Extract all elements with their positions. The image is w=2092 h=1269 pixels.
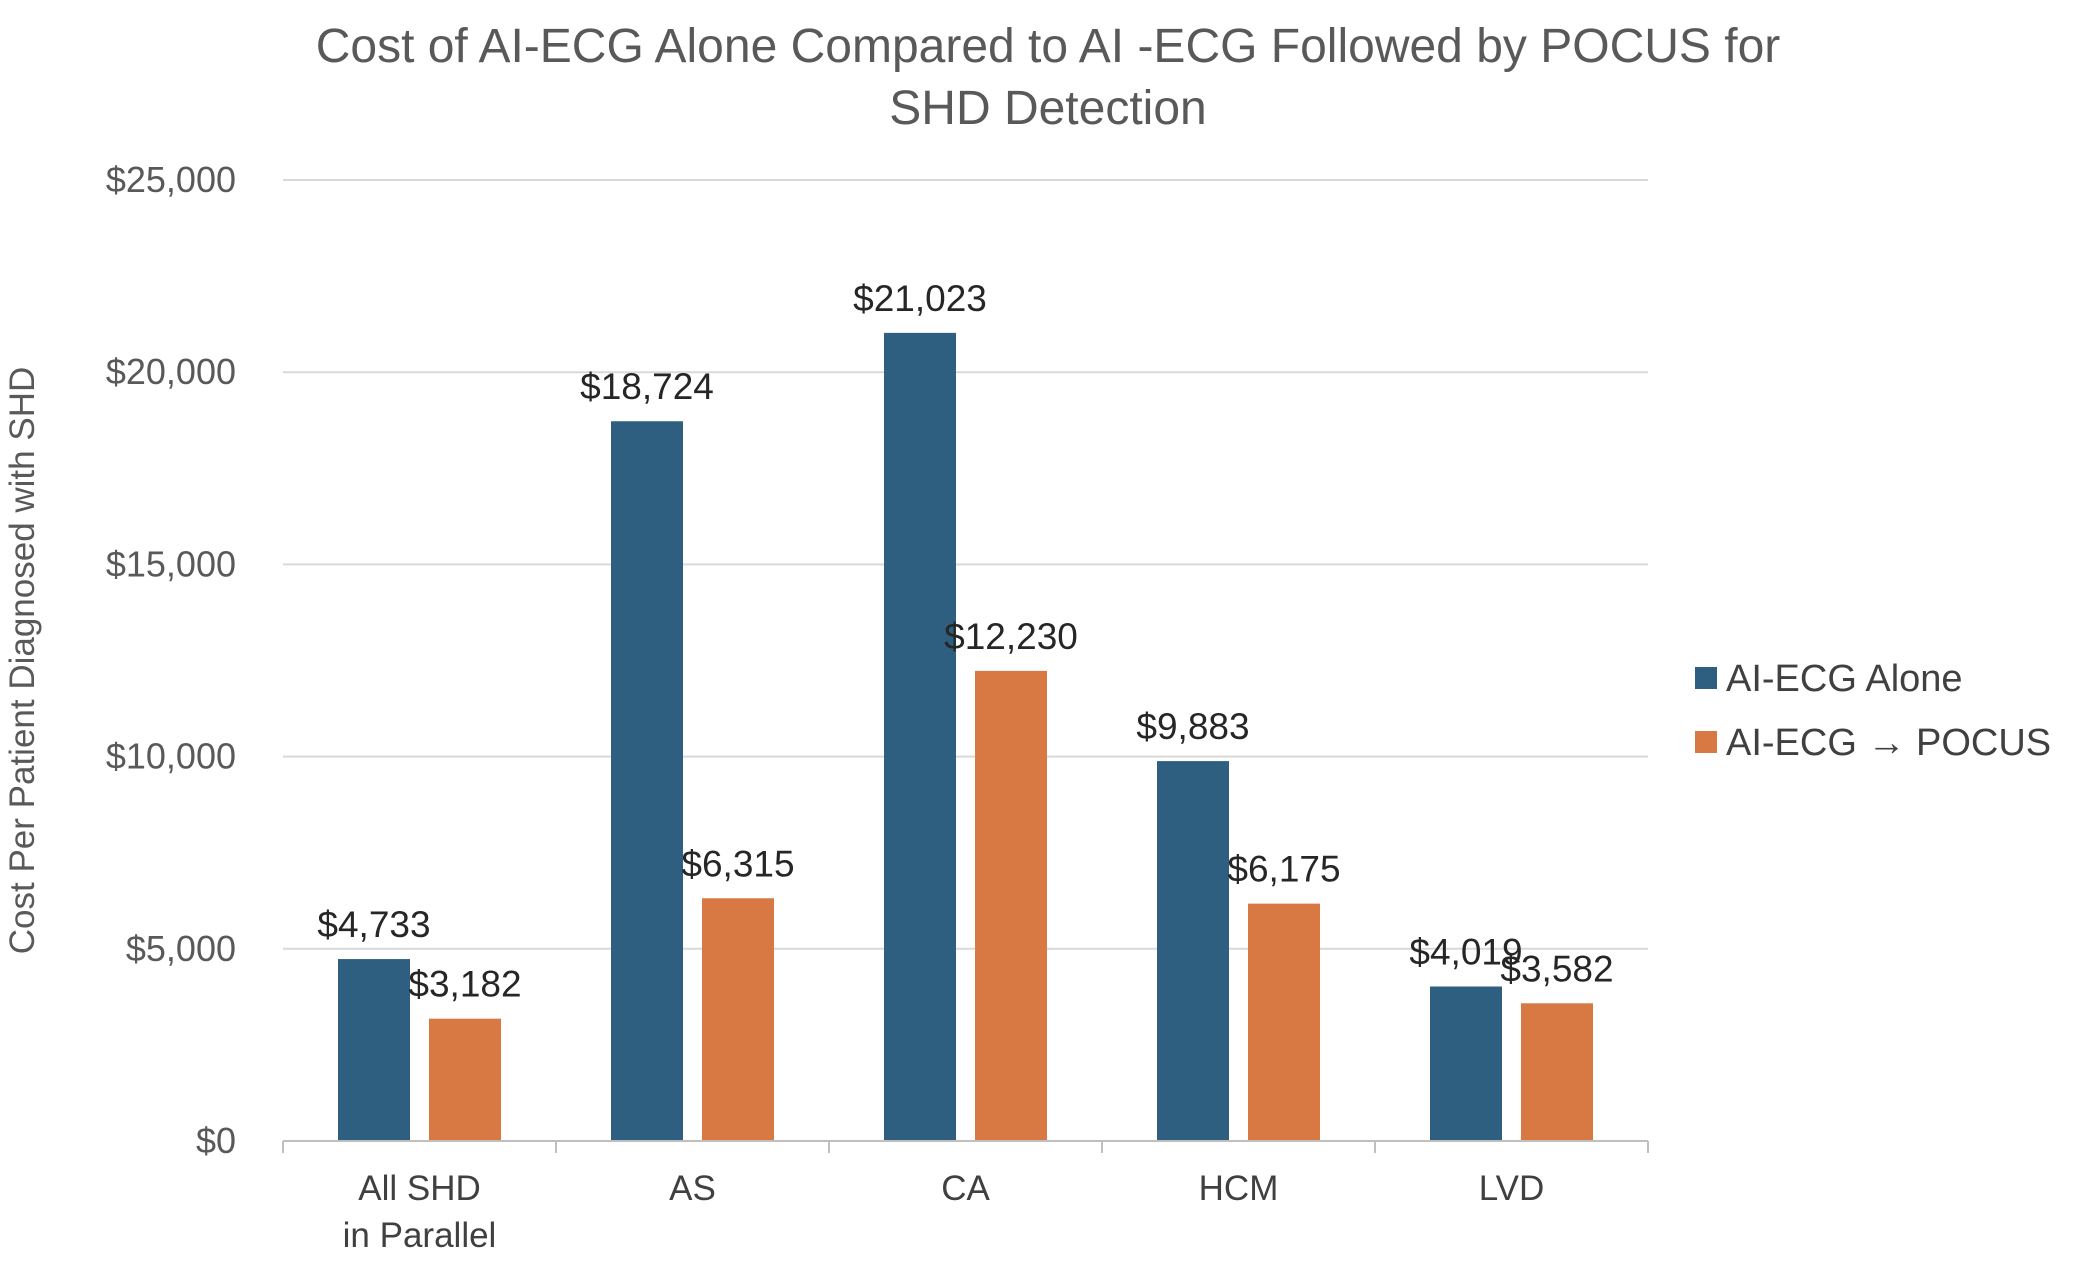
bar-series-2-cat-4 [1248, 903, 1320, 1141]
legend-swatch-2 [1695, 731, 1717, 753]
y-axis-title: Cost Per Patient Diagnosed with SHD [3, 367, 42, 955]
x-category-label: in Parallel [343, 1216, 497, 1255]
legend-label-1: AI-ECG Alone [1726, 658, 1963, 700]
data-label: $4,733 [317, 904, 430, 945]
data-label: $6,315 [681, 843, 794, 884]
bar-series-2-cat-1 [429, 1018, 501, 1141]
x-axis-categories: All SHD in Parallel AS CA HCM LVD [343, 1169, 1545, 1255]
x-category-label: All SHD [358, 1169, 481, 1208]
bar-series-1-cat-1 [338, 959, 410, 1141]
y-tick-label: $0 [196, 1120, 236, 1161]
data-label: $4,019 [1409, 932, 1522, 973]
chart-title: Cost of AI-ECG Alone Compared to AI -ECG… [316, 20, 1781, 135]
bar-series-1-cat-4 [1157, 761, 1229, 1141]
data-label: $6,175 [1227, 849, 1340, 890]
bar-series-1-cat-5 [1430, 986, 1502, 1141]
x-category-label: LVD [1479, 1169, 1545, 1208]
bar-series-2-cat-2 [702, 898, 774, 1141]
bar-series-1-cat-3 [884, 332, 956, 1142]
chart-title-line-2: SHD Detection [889, 82, 1206, 135]
data-label: $18,724 [580, 366, 714, 407]
x-category-label: HCM [1199, 1169, 1279, 1208]
y-tick-label: $10,000 [106, 736, 236, 777]
chart-title-line-1: Cost of AI-ECG Alone Compared to AI -ECG… [316, 20, 1781, 73]
gridlines [283, 179, 1648, 950]
y-tick-label: $5,000 [126, 928, 236, 969]
y-axis-label: Cost Per Patient Diagnosed with SHD [3, 367, 42, 955]
bar-series-2-cat-3 [975, 670, 1047, 1141]
bar-series-1-cat-2 [611, 421, 683, 1141]
legend-label-2: AI-ECG → POCUS [1726, 722, 2051, 764]
y-tick-label: $15,000 [106, 543, 236, 584]
data-label: $21,023 [853, 278, 987, 319]
x-axis [282, 1140, 1649, 1153]
legend-swatch-1 [1695, 667, 1717, 689]
data-label: $9,883 [1136, 706, 1249, 747]
data-label: $3,182 [408, 964, 521, 1005]
bars [338, 332, 1593, 1142]
legend: AI-ECG Alone AI-ECG → POCUS [1695, 658, 2051, 764]
data-labels: $4,733 $3,182 $18,724 $6,315 $21,023 $12,230 $… [317, 278, 1613, 1005]
x-category-label: AS [669, 1169, 716, 1208]
y-tick-label: $25,000 [106, 159, 236, 200]
y-axis-ticks: $0 $5,000 $10,000 $15,000 $20,000 $25,000 [106, 159, 236, 1161]
bar-series-2-cat-5 [1521, 1003, 1593, 1141]
x-category-label: CA [941, 1169, 990, 1208]
y-tick-label: $20,000 [106, 351, 236, 392]
data-label: $12,230 [944, 616, 1078, 657]
data-label: $3,582 [1500, 948, 1613, 989]
